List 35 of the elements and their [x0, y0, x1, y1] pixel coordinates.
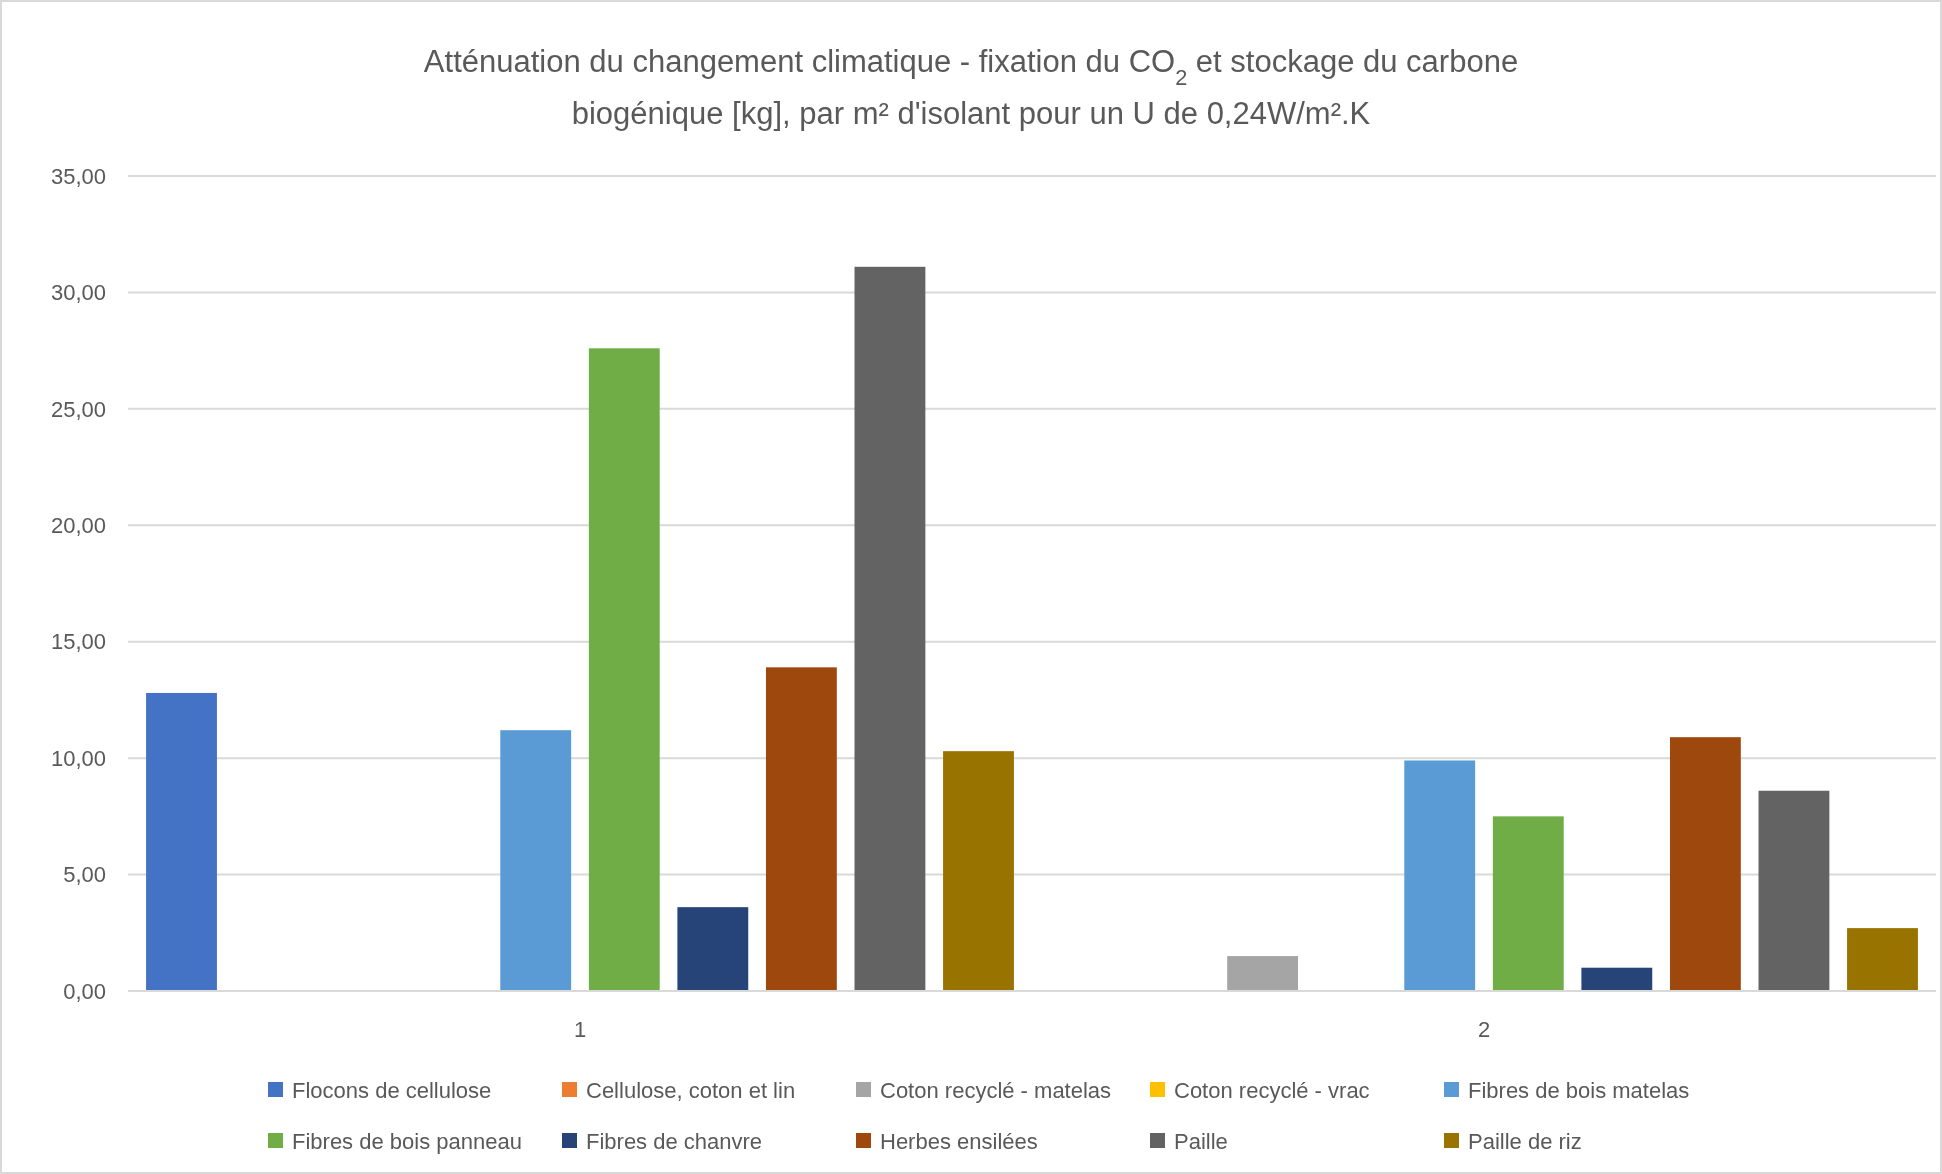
- y-tick-label: 0,00: [63, 978, 106, 1004]
- x-tick-label: 1: [573, 1017, 587, 1042]
- bar: [1581, 967, 1653, 991]
- bar: [1227, 956, 1299, 991]
- bar: [500, 730, 572, 991]
- bar: [588, 348, 660, 991]
- legend-label: Fibres de bois matelas: [1468, 1077, 1690, 1103]
- chart-title: Atténuation du changement climatique - fixation du CO$_{2}$ et stockage du carbone biogénique [kg], par m² d'isolant pour un U de 0,24W/m².K: [423, 44, 1519, 131]
- legend-label: Paille: [1174, 1128, 1228, 1154]
- legend-label: Paille de riz: [1468, 1128, 1582, 1154]
- bar: [1847, 928, 1918, 991]
- bar: [943, 751, 1014, 991]
- legend-label: Fibres de chanvre: [586, 1128, 763, 1154]
- legend-label: Herbes ensilées: [880, 1128, 1038, 1154]
- bar: [1758, 790, 1830, 991]
- y-tick-label: 25,00: [50, 396, 106, 422]
- legend-label: Cellulose, coton et lin: [586, 1077, 796, 1103]
- y-tick-label: 5,00: [63, 862, 106, 888]
- x-tick-label: 2: [1477, 1017, 1491, 1042]
- bar: [854, 266, 926, 991]
- bar: [765, 667, 837, 991]
- bar: [146, 692, 217, 991]
- y-tick-label: 35,00: [50, 163, 106, 189]
- bar: [1669, 737, 1741, 991]
- legend-label: Flocons de cellulose: [292, 1077, 492, 1103]
- y-tick-label: 10,00: [50, 745, 106, 771]
- y-tick-label: 20,00: [50, 512, 106, 538]
- legend-label: Coton recyclé - matelas: [880, 1077, 1112, 1103]
- legend-label: Coton recyclé - vrac: [1174, 1077, 1370, 1103]
- legend-label: Fibres de bois panneau: [292, 1128, 522, 1154]
- y-tick-label: 15,00: [50, 629, 106, 655]
- bar: [677, 907, 749, 991]
- y-tick-label: 30,00: [50, 280, 106, 306]
- bar: [1492, 816, 1564, 991]
- bar: [1404, 760, 1476, 991]
